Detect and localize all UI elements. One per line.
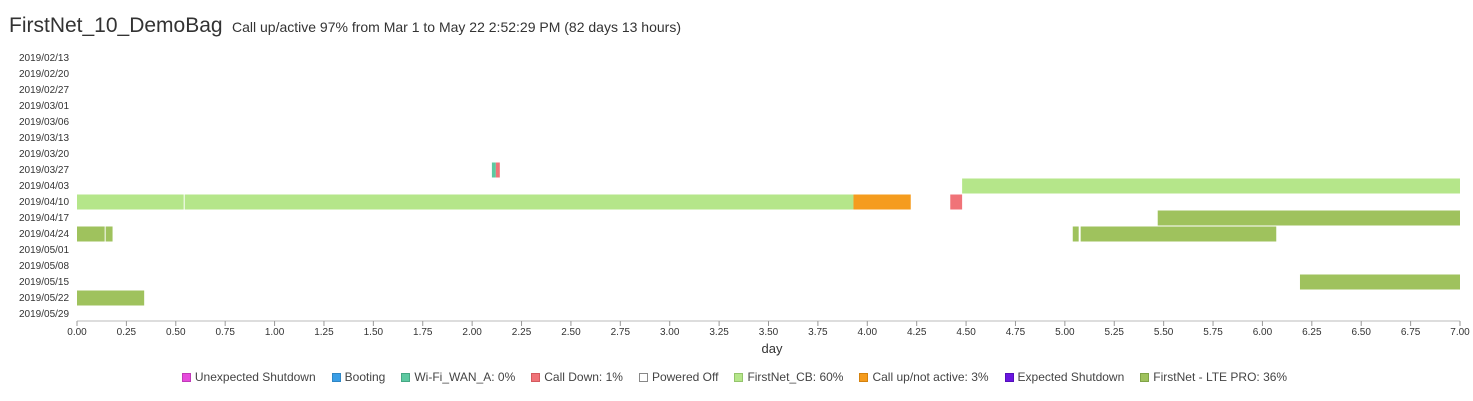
timeline-segment[interactable] bbox=[491, 162, 496, 178]
legend-swatch bbox=[859, 372, 869, 382]
x-tick-label: 1.25 bbox=[314, 327, 334, 338]
legend-swatch bbox=[1140, 372, 1150, 382]
x-tick-label: 0.25 bbox=[117, 327, 137, 338]
x-tick-label: 6.25 bbox=[1302, 327, 1322, 338]
legend-label: FirstNet - LTE PRO: 36% bbox=[1153, 370, 1288, 384]
x-tick-label: 0.75 bbox=[215, 327, 235, 338]
timeline-segment[interactable] bbox=[1157, 210, 1460, 226]
timeline-segment[interactable] bbox=[495, 162, 500, 178]
legend-item[interactable]: Unexpected Shutdown bbox=[181, 370, 316, 384]
timeline-segment[interactable] bbox=[1080, 226, 1277, 242]
x-tick-label: 2.25 bbox=[512, 327, 532, 338]
legend-item[interactable]: Call Down: 1% bbox=[531, 370, 623, 384]
x-tick-label: 3.75 bbox=[808, 327, 828, 338]
timeline-segments bbox=[77, 162, 1460, 306]
x-tick-label: 1.50 bbox=[364, 327, 384, 338]
row-label: 2019/05/08 bbox=[19, 261, 69, 272]
legend-swatch bbox=[1004, 372, 1014, 382]
legend-item[interactable]: FirstNet_CB: 60% bbox=[734, 370, 843, 384]
x-tick-label: 3.00 bbox=[660, 327, 680, 338]
row-label: 2019/03/13 bbox=[19, 133, 69, 144]
legend-item[interactable]: Powered Off bbox=[638, 370, 719, 384]
x-tick-label: 6.00 bbox=[1253, 327, 1273, 338]
row-label: 2019/03/06 bbox=[19, 117, 69, 128]
timeline-segment[interactable] bbox=[77, 226, 105, 242]
x-tick-label: 6.50 bbox=[1351, 327, 1371, 338]
row-label: 2019/02/27 bbox=[19, 85, 69, 96]
x-axis-title: day bbox=[762, 341, 783, 356]
legend-swatch bbox=[331, 372, 341, 382]
timeline-segment[interactable] bbox=[77, 290, 145, 306]
x-tick-label: 3.25 bbox=[709, 327, 729, 338]
row-label: 2019/05/22 bbox=[19, 293, 69, 304]
legend-label: Unexpected Shutdown bbox=[194, 370, 316, 384]
legend-item[interactable]: Booting bbox=[331, 370, 386, 384]
timeline-segment[interactable] bbox=[1299, 274, 1460, 290]
legend-item[interactable]: Call up/not active: 3% bbox=[859, 370, 989, 384]
legend-swatch bbox=[181, 372, 191, 382]
row-label: 2019/04/03 bbox=[19, 181, 69, 192]
x-tick-label: 2.75 bbox=[611, 327, 631, 338]
x-tick-label: 4.00 bbox=[858, 327, 878, 338]
legend-label: Call Down: 1% bbox=[544, 370, 623, 384]
legend-label: Booting bbox=[344, 370, 386, 384]
legend-item[interactable]: FirstNet - LTE PRO: 36% bbox=[1140, 370, 1287, 384]
legend-swatch bbox=[638, 372, 648, 382]
legend-item[interactable]: Expected Shutdown bbox=[1004, 370, 1125, 384]
row-label: 2019/04/17 bbox=[19, 213, 69, 224]
legend-label: FirstNet_CB: 60% bbox=[747, 370, 844, 384]
timeline-segment[interactable] bbox=[853, 194, 911, 210]
legend-label: Expected Shutdown bbox=[1017, 370, 1125, 384]
row-label: 2019/03/20 bbox=[19, 149, 69, 160]
row-label: 2019/04/24 bbox=[19, 229, 69, 240]
legend-label: Call up/not active: 3% bbox=[872, 370, 989, 384]
timeline-segment[interactable] bbox=[962, 178, 1460, 194]
x-tick-label: 5.75 bbox=[1203, 327, 1223, 338]
page-title: FirstNet_10_DemoBag bbox=[9, 14, 223, 37]
x-tick-label: 0.00 bbox=[67, 327, 87, 338]
x-tick-label: 1.75 bbox=[413, 327, 433, 338]
x-axis: 0.00 0.25 0.50 0.75 1.00 1.25 1.50 1.75 2.00 2.25… bbox=[67, 320, 1470, 338]
x-tick-label: 4.25 bbox=[907, 327, 927, 338]
x-tick-label: 0.50 bbox=[166, 327, 186, 338]
row-labels: 2019/02/13 2019/02/20 2019/02/27 2019/03/01… bbox=[19, 53, 69, 320]
timeline-segment[interactable] bbox=[950, 194, 963, 210]
x-tick-label: 5.50 bbox=[1154, 327, 1174, 338]
row-label: 2019/04/10 bbox=[19, 197, 69, 208]
legend-swatch bbox=[734, 372, 744, 382]
x-tick-label: 6.75 bbox=[1401, 327, 1421, 338]
row-label: 2019/02/20 bbox=[19, 69, 69, 80]
x-tick-label: 5.00 bbox=[1055, 327, 1075, 338]
row-label: 2019/05/29 bbox=[19, 309, 69, 320]
legend-item[interactable]: Wi-Fi_WAN_A: 0% bbox=[401, 370, 515, 384]
row-label: 2019/02/13 bbox=[19, 53, 69, 64]
page-subtitle: Call up/active 97% from Mar 1 to May 22 … bbox=[232, 19, 681, 35]
x-tick-label: 1.00 bbox=[265, 327, 285, 338]
timeline-segment[interactable] bbox=[105, 226, 113, 242]
row-label: 2019/05/15 bbox=[19, 277, 69, 288]
x-tick-label: 4.75 bbox=[1006, 327, 1026, 338]
row-label: 2019/03/27 bbox=[19, 165, 69, 176]
legend-swatch bbox=[531, 372, 541, 382]
x-tick-label: 5.25 bbox=[1105, 327, 1125, 338]
timeline-segment[interactable] bbox=[184, 194, 854, 210]
timeline-segment[interactable] bbox=[1072, 226, 1079, 242]
legend-label: Powered Off bbox=[651, 370, 719, 384]
x-tick-label: 3.50 bbox=[759, 327, 779, 338]
timeline-segment[interactable] bbox=[77, 194, 184, 210]
row-label: 2019/03/01 bbox=[19, 101, 69, 112]
legend: Unexpected Shutdown Booting Wi-Fi_WAN_A: 0… bbox=[0, 370, 1473, 384]
x-tick-label: 2.50 bbox=[561, 327, 581, 338]
row-label: 2019/05/01 bbox=[19, 245, 69, 256]
legend-swatch bbox=[401, 372, 411, 382]
x-tick-label: 7.00 bbox=[1450, 327, 1470, 338]
legend-label: Wi-Fi_WAN_A: 0% bbox=[414, 370, 516, 384]
x-tick-label: 2.00 bbox=[462, 327, 482, 338]
x-tick-label: 4.50 bbox=[956, 327, 976, 338]
